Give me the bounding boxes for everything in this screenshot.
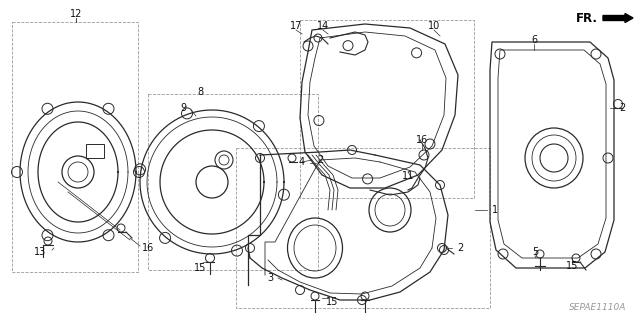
- Text: 2: 2: [317, 155, 323, 165]
- Text: 5: 5: [532, 247, 538, 257]
- Text: 12: 12: [70, 9, 82, 19]
- Text: 6: 6: [531, 35, 537, 45]
- Text: 16: 16: [142, 243, 154, 253]
- Text: 16: 16: [416, 135, 428, 145]
- Text: 8: 8: [197, 87, 203, 97]
- Text: 13: 13: [34, 247, 46, 257]
- Text: 9: 9: [180, 103, 186, 113]
- Text: 2: 2: [457, 243, 463, 253]
- FancyArrow shape: [603, 13, 633, 22]
- Text: 1: 1: [492, 205, 498, 215]
- Text: 10: 10: [428, 21, 440, 31]
- Text: 15: 15: [194, 263, 206, 273]
- Text: 4: 4: [299, 157, 305, 167]
- Text: 11: 11: [402, 171, 414, 181]
- Text: 3: 3: [267, 273, 273, 283]
- Text: 17: 17: [290, 21, 302, 31]
- Text: 15: 15: [566, 261, 578, 271]
- Text: 14: 14: [317, 21, 329, 31]
- Text: FR.: FR.: [576, 12, 598, 25]
- Text: SEPAE1110A: SEPAE1110A: [570, 303, 627, 313]
- Text: 15: 15: [326, 297, 338, 307]
- Text: 2: 2: [619, 103, 625, 113]
